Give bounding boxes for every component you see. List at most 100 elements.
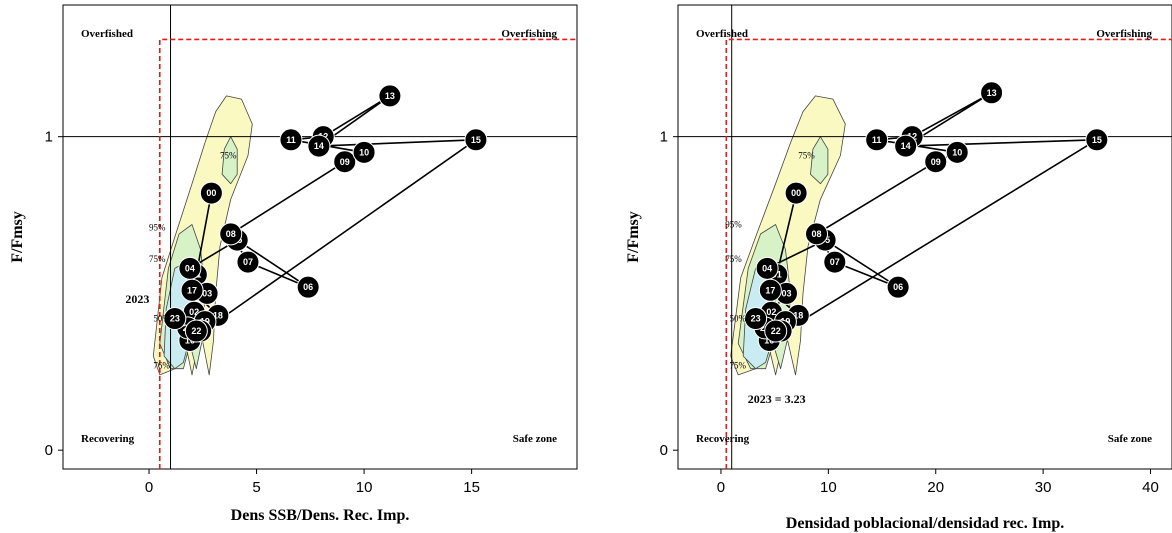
point-09 — [924, 150, 948, 174]
quadrant-overfishing: Overfishing — [501, 28, 557, 40]
point-23 — [163, 307, 187, 331]
point-14 — [307, 134, 331, 158]
quadrant-safe-zone: Safe zone — [1108, 433, 1152, 445]
point-label-22: 22 — [771, 326, 781, 336]
point-09 — [333, 150, 357, 174]
x-axis-label: Dens SSB/Dens. Rec. Imp. — [231, 507, 410, 524]
quadrant-recovering: Recovering — [81, 433, 135, 445]
point-label-23: 23 — [170, 314, 180, 324]
point-label-15: 15 — [471, 135, 481, 145]
point-13 — [980, 81, 1004, 105]
point-label-08: 08 — [226, 229, 236, 239]
percent-label: 95% — [725, 220, 742, 230]
point-label-17: 17 — [187, 285, 197, 295]
x-tick-label: 15 — [463, 479, 480, 496]
quadrant-overfished: Overfished — [696, 28, 748, 40]
point-label-06: 06 — [893, 282, 903, 292]
point-label-23: 23 — [751, 314, 761, 324]
point-label-04: 04 — [185, 263, 195, 273]
point-label-22: 22 — [191, 326, 201, 336]
point-label-02: 02 — [766, 307, 776, 317]
point-08 — [805, 222, 829, 246]
percent-label: 76% — [153, 361, 170, 371]
point-11 — [865, 128, 889, 152]
point-label-00: 00 — [791, 188, 801, 198]
point-00 — [199, 181, 223, 205]
y-tick-label: 1 — [45, 129, 53, 146]
point-label-03: 03 — [202, 288, 212, 298]
point-10 — [945, 140, 969, 164]
x-axis-label: Densidad poblacional/densidad rec. Imp. — [786, 515, 1064, 532]
point-13 — [378, 84, 402, 108]
y-axis-label: F/Fmsy — [9, 211, 26, 263]
x-tick-label: 20 — [927, 479, 944, 496]
point-label-10: 10 — [952, 147, 962, 157]
point-22 — [764, 319, 788, 343]
point-label-18: 18 — [793, 310, 803, 320]
point-label-06: 06 — [303, 282, 313, 292]
percent-label: 75% — [730, 361, 747, 371]
point-label-07: 07 — [830, 257, 840, 267]
percent-label: 75% — [798, 151, 815, 161]
point-label-08: 08 — [812, 229, 822, 239]
chart-panel-1: 0001020304050607080910111213141516171819… — [9, 4, 578, 524]
percent-label: 95% — [149, 223, 166, 233]
x-tick-label: 5 — [252, 479, 260, 496]
point-label-11: 11 — [872, 135, 882, 145]
point-label-10: 10 — [359, 147, 369, 157]
x-tick-label: 30 — [1035, 479, 1052, 496]
final-year-label: 2023 = 3.23 — [748, 392, 806, 406]
point-label-02: 02 — [189, 307, 199, 317]
point-07 — [823, 250, 847, 274]
point-06 — [296, 275, 320, 299]
x-tick-label: 40 — [1142, 479, 1159, 496]
point-label-17: 17 — [765, 285, 775, 295]
quadrant-overfishing: Overfishing — [1096, 28, 1152, 40]
chart-panel-2: 0001020304050607080910111213141516171819… — [625, 4, 1172, 532]
quadrant-overfished: Overfished — [81, 28, 133, 40]
final-year-label: 2023 — [125, 292, 149, 306]
point-label-11: 11 — [286, 135, 296, 145]
y-tick-label: 0 — [45, 442, 53, 459]
point-00 — [784, 181, 808, 205]
quadrant-recovering: Recovering — [696, 433, 750, 445]
percent-label: 75% — [149, 254, 166, 264]
x-tick-label: 0 — [145, 479, 153, 496]
point-15 — [1085, 128, 1109, 152]
point-17 — [758, 278, 782, 302]
point-label-09: 09 — [340, 157, 350, 167]
contour-75-top — [810, 136, 829, 185]
point-label-13: 13 — [987, 88, 997, 98]
quadrant-safe-zone: Safe zone — [513, 433, 557, 445]
point-label-04: 04 — [762, 263, 772, 273]
point-label-15: 15 — [1092, 135, 1102, 145]
x-tick-label: 10 — [356, 479, 373, 496]
point-label-07: 07 — [243, 257, 253, 267]
point-label-01: 01 — [772, 270, 782, 280]
percent-label: 75% — [220, 151, 237, 161]
point-07 — [236, 250, 260, 274]
point-10 — [352, 140, 376, 164]
point-label-09: 09 — [931, 157, 941, 167]
y-tick-label: 1 — [660, 129, 668, 146]
point-label-18: 18 — [213, 310, 223, 320]
percent-label: 75% — [725, 254, 742, 264]
point-17 — [180, 278, 204, 302]
point-14 — [894, 134, 918, 158]
point-label-14: 14 — [901, 141, 911, 151]
percent-label: 50% — [153, 314, 170, 324]
x-tick-label: 0 — [717, 479, 725, 496]
y-axis-label: F/Fmsy — [625, 211, 642, 263]
limit-line — [158, 38, 577, 469]
point-22 — [184, 319, 208, 343]
point-label-13: 13 — [385, 91, 395, 101]
point-label-14: 14 — [314, 141, 324, 151]
plot-frame — [62, 4, 578, 470]
point-label-03: 03 — [781, 288, 791, 298]
point-15 — [464, 128, 488, 152]
x-tick-label: 10 — [820, 479, 837, 496]
point-06 — [886, 275, 910, 299]
y-tick-label: 0 — [660, 442, 668, 459]
point-label-00: 00 — [206, 188, 216, 198]
